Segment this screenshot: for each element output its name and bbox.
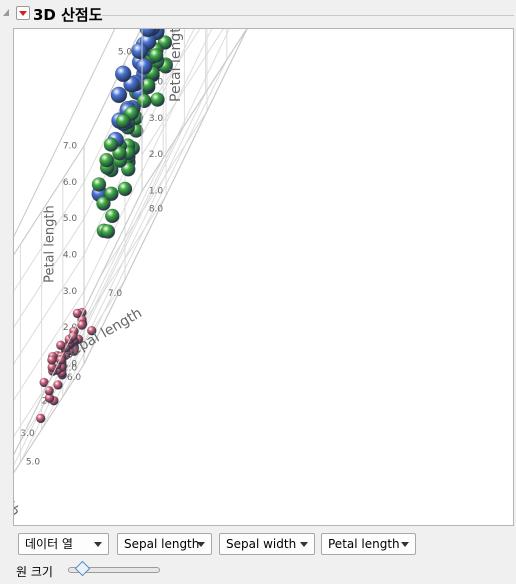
data-point bbox=[148, 48, 164, 63]
data-point bbox=[104, 186, 119, 202]
data-point bbox=[131, 42, 148, 60]
data-point bbox=[115, 113, 131, 129]
data-point bbox=[136, 93, 152, 109]
x-column-dropdown-label: Sepal length bbox=[124, 537, 200, 551]
x-tick-label-bottom: 5.0 bbox=[26, 457, 41, 467]
z-axis-title-right: Petal length bbox=[168, 29, 184, 102]
grid-line bbox=[41, 92, 207, 430]
box-front-edge bbox=[14, 190, 143, 456]
z-tick-label-right: 2.0 bbox=[149, 150, 164, 160]
z-column-dropdown[interactable]: Petal length bbox=[321, 533, 416, 555]
data-point bbox=[47, 355, 57, 365]
z-tick-label-right: 4.0 bbox=[149, 78, 164, 88]
data-point bbox=[135, 58, 153, 75]
y-column-dropdown-label: Sepal width bbox=[226, 537, 297, 551]
data-point bbox=[53, 380, 63, 390]
data-point bbox=[110, 86, 128, 104]
data-point bbox=[105, 208, 120, 224]
data-point bbox=[55, 340, 66, 351]
report-title: 3D 산점도 bbox=[33, 6, 103, 24]
grid-line bbox=[141, 29, 201, 119]
grid-line bbox=[83, 29, 160, 183]
box-edge bbox=[83, 29, 142, 147]
y-axis-title-bottom: Sepal width bbox=[14, 441, 23, 519]
z-tick-label-left: 1.0 bbox=[63, 360, 78, 370]
circle-size-label: 원 크기 bbox=[16, 565, 53, 579]
y-tick-label-bottom: 3.0 bbox=[20, 429, 35, 439]
circle-size-slider[interactable] bbox=[68, 567, 160, 573]
z-tick-label-right: 1.0 bbox=[149, 187, 164, 197]
grid-line bbox=[19, 125, 185, 463]
z-tick-label-right: 3.0 bbox=[149, 114, 164, 124]
chevron-down-icon bbox=[94, 542, 102, 547]
data-point bbox=[112, 146, 127, 161]
box-edge bbox=[14, 29, 116, 238]
grid-line bbox=[14, 254, 85, 365]
chevron-down-icon bbox=[300, 542, 308, 547]
data-column-dropdown[interactable]: 데이터 열 bbox=[18, 533, 109, 555]
z-tick-label-left: 4.0 bbox=[63, 251, 78, 261]
data-point bbox=[77, 320, 87, 330]
chevron-down-icon bbox=[401, 542, 409, 547]
z-tick-label-left: 3.0 bbox=[63, 287, 78, 297]
data-point bbox=[103, 137, 119, 152]
y-column-dropdown[interactable]: Sepal width bbox=[219, 533, 315, 555]
x-tick-label-bottom: 8.0 bbox=[149, 205, 164, 215]
box-front-edge bbox=[141, 29, 248, 192]
title-bar: 3D 산점도 bbox=[0, 0, 516, 28]
z-tick-label-left: 5.0 bbox=[63, 214, 78, 224]
data-point bbox=[91, 177, 107, 192]
circle-size-slider-thumb[interactable] bbox=[74, 560, 91, 577]
chevron-down-icon bbox=[197, 542, 205, 547]
grid-line bbox=[141, 29, 224, 155]
data-point bbox=[99, 152, 114, 168]
data-point bbox=[35, 413, 46, 424]
data-column-dropdown-label: 데이터 열 bbox=[25, 537, 73, 551]
grid-line bbox=[62, 59, 228, 398]
plot-frame[interactable]: 5.06.07.08.05.06.07.08.02.02.53.03.54.04… bbox=[13, 28, 514, 526]
box-edge bbox=[14, 145, 85, 256]
z-column-dropdown-label: Petal length bbox=[328, 537, 400, 551]
x-tick-label-bottom: 7.0 bbox=[108, 289, 123, 299]
data-point bbox=[121, 162, 136, 177]
data-point bbox=[96, 196, 111, 211]
grid-line bbox=[100, 110, 208, 276]
y-tick-label-bottom: 2.0 bbox=[63, 364, 78, 374]
grid-line bbox=[14, 218, 85, 328]
box-edge bbox=[14, 363, 85, 474]
title-divider bbox=[102, 15, 514, 16]
disclosure-triangle-icon[interactable] bbox=[3, 9, 9, 16]
z-tick-label-left: 6.0 bbox=[63, 178, 78, 188]
data-point bbox=[100, 224, 116, 239]
box-edge bbox=[83, 29, 248, 365]
grid-line bbox=[18, 279, 126, 445]
scatter-3d-plot[interactable]: 5.06.07.08.05.06.07.08.02.02.53.03.54.04… bbox=[14, 29, 514, 526]
x-column-dropdown[interactable]: Sepal length bbox=[117, 533, 212, 555]
data-point bbox=[114, 65, 132, 83]
red-triangle-menu-icon[interactable] bbox=[16, 6, 30, 20]
x-tick-label-bottom: 6.0 bbox=[67, 373, 82, 383]
grid-line bbox=[14, 182, 85, 292]
data-point bbox=[117, 181, 133, 197]
data-point bbox=[87, 325, 97, 336]
data-point bbox=[139, 29, 157, 38]
z-tick-label-left: 7.0 bbox=[63, 142, 78, 152]
x-tick-label-top: 5.0 bbox=[118, 47, 133, 57]
z-axis-title-left: Petal length bbox=[43, 205, 58, 283]
z-tick-label-left: 2.0 bbox=[63, 323, 78, 333]
grid-line bbox=[14, 291, 85, 401]
data-point bbox=[150, 92, 165, 107]
